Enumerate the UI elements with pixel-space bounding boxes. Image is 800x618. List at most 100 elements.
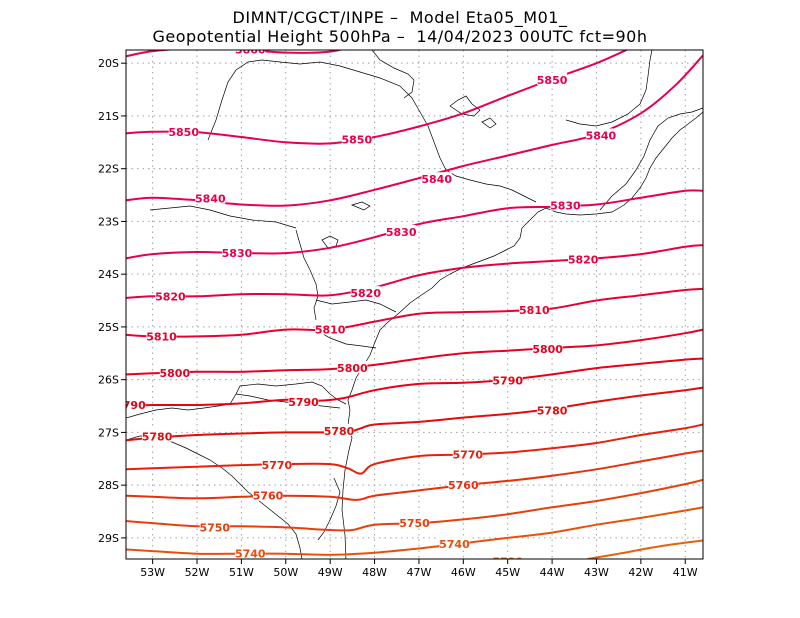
contour-label-bg	[159, 365, 190, 378]
x-tick-label: 51W	[229, 566, 254, 579]
grid-lines	[126, 50, 703, 559]
contour-label-bg	[235, 546, 266, 559]
contour-label-bg	[324, 423, 355, 436]
contour-label-5800: 5800	[532, 343, 563, 356]
contour-label-bg	[221, 246, 252, 259]
contour-label-5840: 5840	[421, 173, 452, 186]
x-tick-label: 50W	[273, 566, 298, 579]
contour-label-5740: 5740	[439, 538, 470, 551]
contour-label-5760: 5760	[448, 479, 479, 492]
contour-label-5810: 5810	[519, 304, 550, 317]
coastline-segment	[149, 205, 297, 229]
coastline-segment	[126, 381, 347, 419]
contour-line-5760	[126, 449, 703, 501]
axes: 53W 52W 51W 50W 49W 48W 47W 46W 45W 44W 43W 42W 41W 2…	[98, 57, 698, 579]
contour-label-5820: 5820	[350, 287, 381, 300]
contour-label-5750: 5750	[199, 521, 230, 534]
lake-outline	[449, 95, 481, 117]
x-tick-label: 47W	[407, 566, 432, 579]
contour-line-5840	[126, 54, 703, 207]
coastline-segment	[295, 229, 319, 321]
contour-label-5790: 5790	[492, 375, 523, 388]
x-tick-label: 49W	[318, 566, 343, 579]
contour-label-5790: 5790	[115, 399, 146, 412]
y-tick-label: 23S	[98, 215, 119, 228]
contour-label-bg	[532, 342, 563, 355]
contour-label-5800: 5800	[337, 362, 368, 375]
contour-label-bg	[155, 289, 186, 302]
x-tick-label: 53W	[140, 566, 165, 579]
contour-label-bg	[537, 403, 568, 416]
contour-label-bg	[146, 329, 177, 342]
contour-label-bg	[288, 394, 319, 407]
contour-label-5730: 5730	[492, 556, 523, 569]
contour-label-bg	[519, 303, 550, 316]
chart-title-line-1: DIMNT/CGCT/INPE – Model Eta05_M01_	[232, 8, 568, 27]
contour-label-bg	[550, 198, 581, 211]
lake-outline	[481, 117, 497, 129]
coastline-segment	[315, 329, 377, 349]
contour-label-5810: 5810	[146, 330, 177, 343]
x-tick-label: 52W	[185, 566, 210, 579]
contour-labels: 5860 5850 5850 5850 5840 5840 5840 5830 5830 5830…	[115, 43, 617, 569]
contour-label-bg	[142, 429, 173, 442]
coastline-segment	[565, 50, 653, 127]
coastline-segment	[315, 299, 397, 313]
y-tick-label: 21S	[98, 110, 119, 123]
chart-title-line-2: Geopotential Height 500hPa – 14/04/2023 …	[152, 27, 648, 46]
contour-label-bg	[439, 537, 470, 550]
contour-label-bg	[452, 447, 483, 460]
contour-label-bg	[235, 50, 266, 55]
contour-label-bg	[568, 252, 599, 265]
contour-label-5790: 5790	[288, 396, 319, 409]
contour-label-5820: 5820	[568, 253, 599, 266]
coastline-segment	[317, 477, 341, 541]
contour-label-bg	[315, 322, 346, 335]
contour-label-5770: 5770	[452, 449, 483, 462]
contour-label-bg	[199, 520, 230, 533]
coastline-segment	[341, 111, 703, 559]
contour-label-5850: 5850	[341, 134, 372, 147]
lake-outline	[321, 235, 339, 249]
height-contours	[126, 50, 703, 559]
coastline-segment	[207, 59, 537, 203]
contour-label-5780: 5780	[142, 431, 173, 444]
contour-line-5850	[126, 50, 629, 145]
contour-label-5860: 5860	[235, 43, 266, 56]
contour-label-5810: 5810	[315, 324, 346, 337]
contour-line-5860	[126, 50, 345, 58]
contour-label-5840: 5840	[195, 193, 226, 206]
contour-label-5740: 5740	[235, 548, 266, 561]
contour-label-bg	[126, 397, 146, 410]
contour-label-5850: 5850	[537, 74, 568, 87]
contour-label-bg	[386, 224, 417, 237]
contour-label-bg	[399, 516, 430, 529]
contour-label-5830: 5830	[222, 247, 253, 260]
contour-label-5760: 5760	[253, 490, 284, 503]
x-tick-label: 45W	[495, 566, 520, 579]
contour-line-5730	[587, 539, 703, 559]
contour-label-5820: 5820	[155, 290, 186, 303]
contour-label-5780: 5780	[324, 425, 355, 438]
x-tick-label: 42W	[628, 566, 653, 579]
lake-outline	[350, 201, 371, 211]
contour-line-5790	[126, 357, 703, 407]
contour-label-bg	[448, 478, 479, 491]
contour-label-5770: 5770	[262, 459, 293, 472]
x-tick-label: 48W	[362, 566, 387, 579]
contour-label-bg	[421, 172, 452, 185]
x-tick-label: 41W	[673, 566, 698, 579]
contour-label-5830: 5830	[550, 200, 581, 213]
contour-label-bg	[585, 128, 616, 141]
coastline-segment	[599, 107, 703, 211]
contour-label-bg	[337, 361, 368, 374]
plot-frame	[125, 49, 704, 560]
coastline-segment	[371, 50, 415, 99]
contour-line-5820	[126, 244, 703, 299]
contour-label-bg	[168, 124, 199, 137]
contour-label-bg	[341, 132, 372, 145]
y-tick-label: 20S	[98, 57, 119, 70]
y-tick-label: 25S	[98, 321, 119, 334]
contour-label-bg	[492, 373, 523, 386]
